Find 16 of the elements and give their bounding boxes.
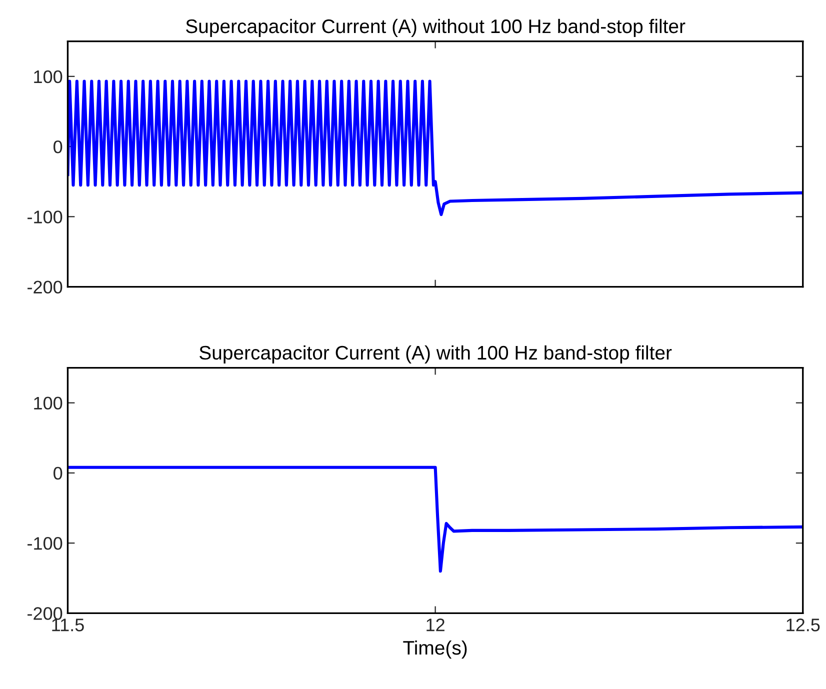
y-tick-label: -200 [28,280,62,294]
y-tick-label: -100 [28,537,62,550]
x-tick-label: 12 [426,618,444,632]
x-tick-label: 12.5 [786,618,820,632]
y-tick-label: 100 [34,396,62,410]
line-series [68,466,803,573]
x-axis-title: Time(s) [403,640,467,659]
y-tick-label: -100 [28,210,62,224]
chart-title: Supercapacitor Current (A) with 100 Hz band-stop filter [200,345,672,364]
y-tick-label: 0 [54,466,62,480]
x-tick-label: 11.5 [52,618,84,632]
line-series [68,80,803,216]
y-tick-label: -200 [28,607,62,620]
y-tick-label: 100 [34,70,62,84]
chart-title: Supercapacitor Current (A) without 100 Hz band-stop filter [186,18,686,38]
y-tick-label: 0 [54,140,62,154]
